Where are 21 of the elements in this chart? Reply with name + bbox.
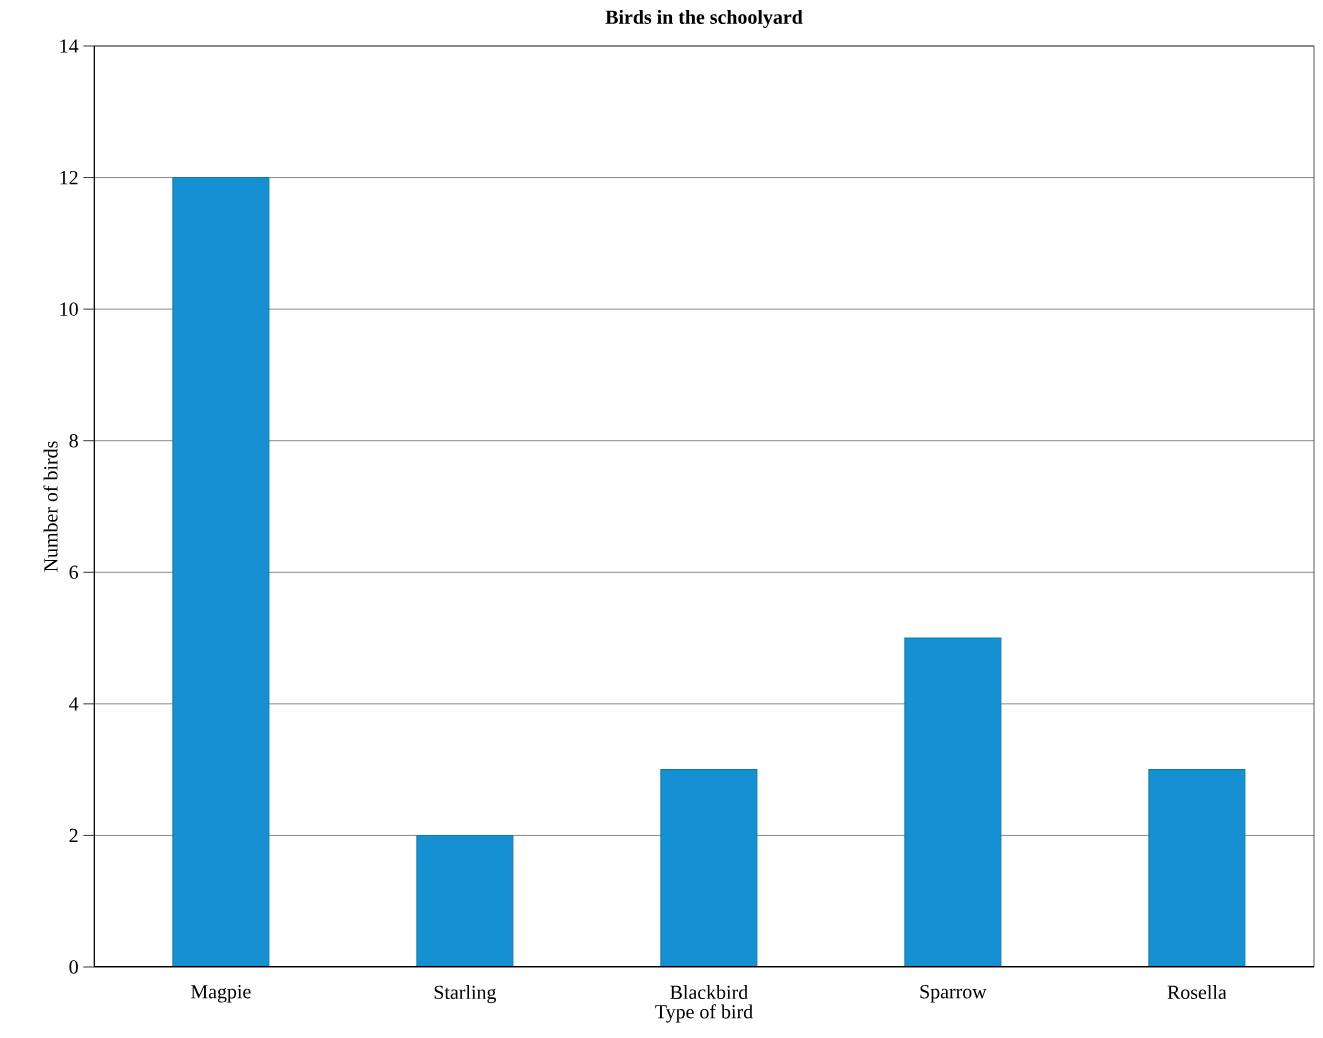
x-tick-label: Rosella bbox=[1167, 985, 1227, 1000]
x-tick-label: Starling bbox=[434, 985, 497, 1004]
x-axis-title: Type of bird bbox=[655, 1004, 753, 1023]
y-axis-title: Number of birds bbox=[43, 441, 58, 572]
x-tick-label: Blackbird bbox=[670, 985, 748, 1000]
bar bbox=[416, 834, 514, 967]
y-tick-label: 4 bbox=[69, 697, 79, 711]
bar bbox=[660, 769, 758, 967]
bar bbox=[172, 177, 270, 967]
x-tick-label: Sparrow bbox=[920, 985, 987, 1003]
y-tick-label: 6 bbox=[69, 565, 79, 579]
y-tick-label: 2 bbox=[69, 828, 78, 843]
bar bbox=[1148, 769, 1246, 967]
bar bbox=[904, 637, 1002, 967]
y-tick-label: 0 bbox=[69, 960, 78, 974]
y-tick-label: 8 bbox=[69, 433, 78, 448]
y-tick-label: 10 bbox=[60, 302, 78, 316]
x-tick-label: Magpie bbox=[191, 985, 251, 1003]
y-tick-label: 12 bbox=[60, 170, 78, 185]
y-tick-label: 14 bbox=[60, 39, 79, 53]
chart-title: Birds in the schoolyard bbox=[605, 9, 803, 28]
